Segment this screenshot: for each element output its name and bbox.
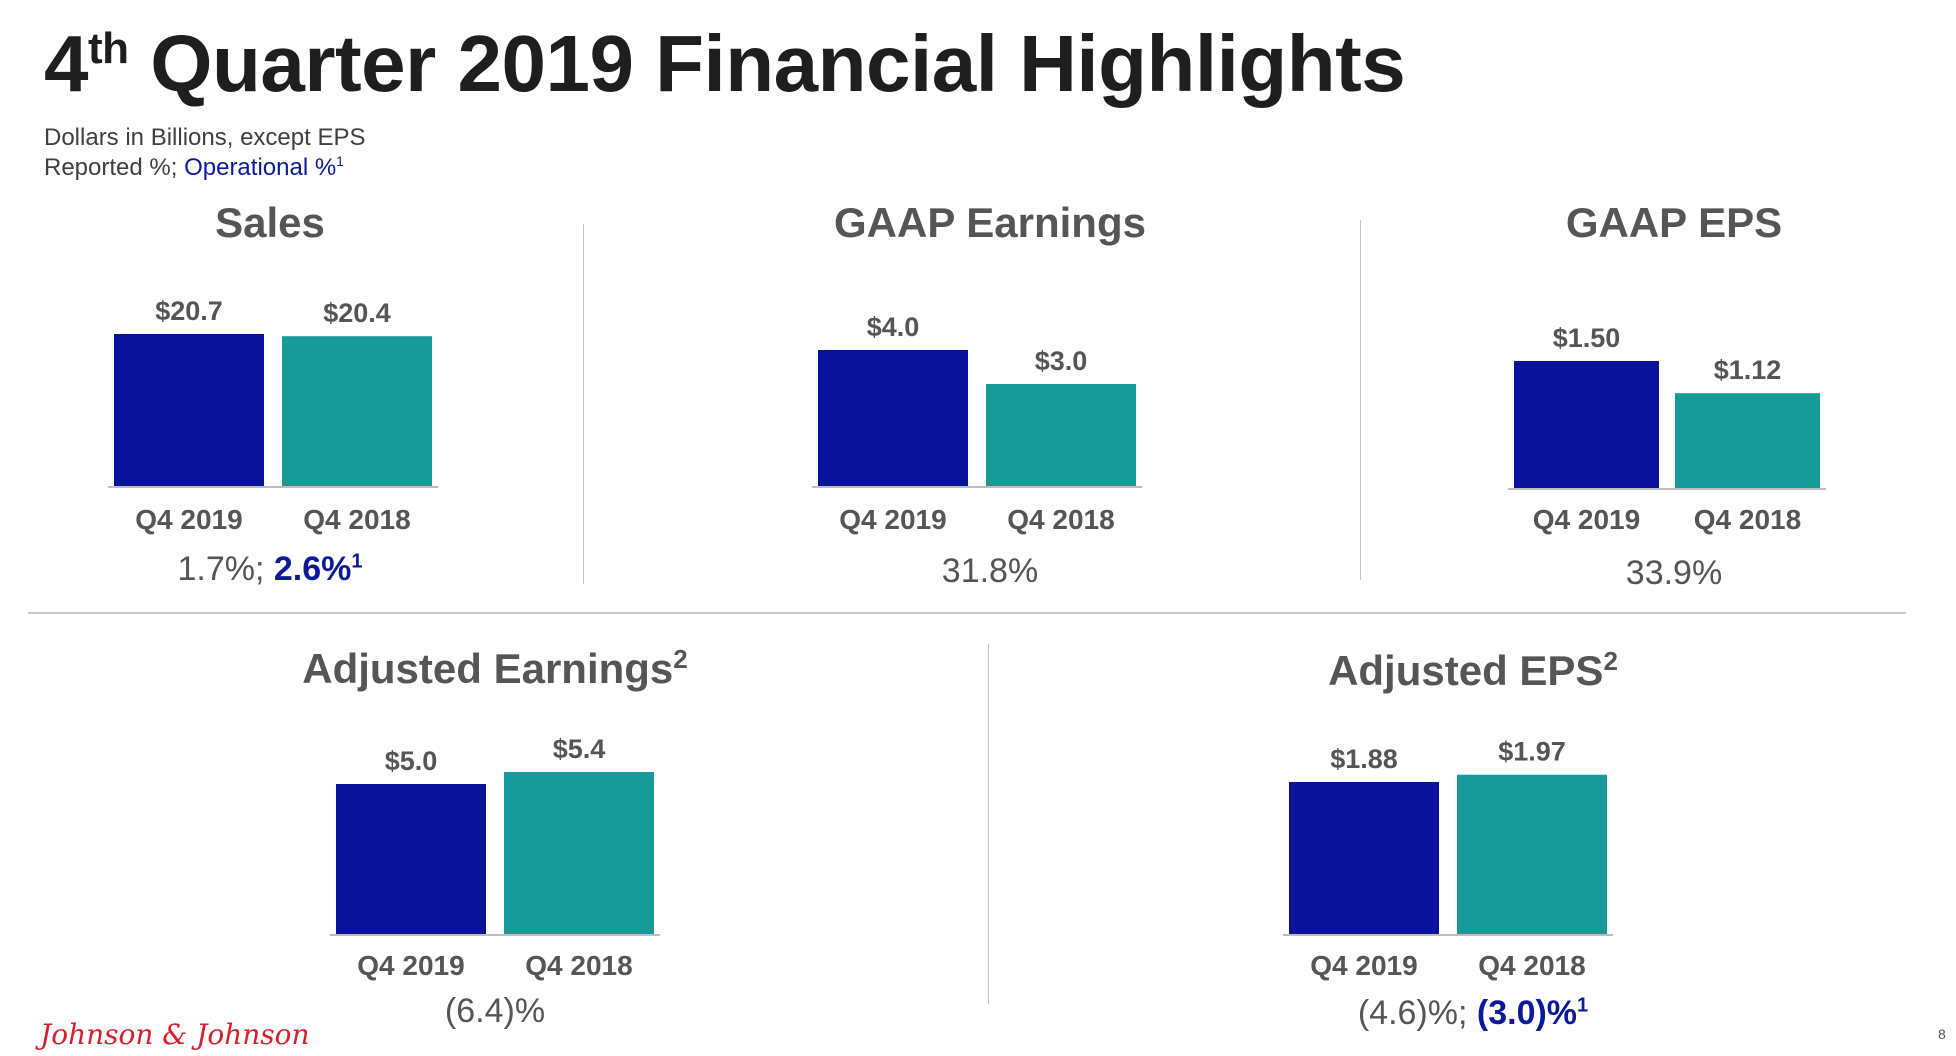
category-label: Q4 2019 xyxy=(357,950,465,981)
company-logo: Johnson & Johnson xyxy=(40,1018,310,1051)
gaap-eps-panel: GAAP EPS $1.50 $1.12 33.9% Q4 2019 Q4 2018 xyxy=(1494,190,1854,600)
growth-rate: 31.8% xyxy=(941,552,1039,590)
category-label: Q4 2019 xyxy=(1532,504,1641,535)
data-label: $5.4 xyxy=(553,734,606,764)
category-label: Q4 2018 xyxy=(525,950,633,981)
bar-q4-2018 xyxy=(1675,393,1820,488)
panel-title: GAAP Earnings xyxy=(834,199,1146,246)
category-label: Q4 2018 xyxy=(1007,504,1115,535)
bar-q4-2019 xyxy=(818,350,968,486)
bar-q4-2019 xyxy=(114,334,264,486)
title-superscript: th xyxy=(88,24,129,73)
page-title: 4th Quarter 2019 Financial Highlights xyxy=(44,19,1406,108)
data-label: $20.7 xyxy=(155,296,223,326)
data-label: $3.0 xyxy=(1035,346,1088,376)
category-label: Q4 2019 xyxy=(135,504,243,535)
divider-vertical-3 xyxy=(988,644,989,1004)
gaap-earnings-chart: $4.0 $3.0 xyxy=(812,312,1142,488)
category-label: Q4 2018 xyxy=(1693,504,1802,535)
bar-q4-2018 xyxy=(282,336,432,486)
data-label: $1.12 xyxy=(1714,355,1782,385)
adjusted-earnings-chart: $5.0 $5.4 xyxy=(330,734,660,936)
category-label: Q4 2019 xyxy=(839,504,947,535)
panel-title: Adjusted Earnings2 xyxy=(302,644,688,692)
bar-q4-2018 xyxy=(504,772,654,934)
data-label: $1.97 xyxy=(1498,737,1566,767)
page-number: 8 xyxy=(1938,1026,1946,1042)
divider-vertical-2 xyxy=(1360,220,1361,580)
category-label: Q4 2018 xyxy=(303,504,411,535)
divider-vertical-1 xyxy=(583,224,584,584)
percent-legend: Reported %; Operational %1 xyxy=(44,153,344,181)
data-label: $5.0 xyxy=(385,746,438,776)
data-label: $1.88 xyxy=(1330,744,1398,774)
gaap-earnings-panel: GAAP Earnings $4.0 $3.0 31.8% Q4 2019 Q4 2… xyxy=(800,190,1180,600)
bar-q4-2019 xyxy=(1514,361,1659,488)
units-note: Dollars in Billions, except EPS xyxy=(44,124,366,151)
operational-label: Operational % xyxy=(184,154,337,181)
growth-rate: (4.6)%; (3.0)%1 xyxy=(1357,994,1589,1032)
data-label: $20.4 xyxy=(323,298,391,328)
panel-title: Sales xyxy=(215,199,325,246)
panel-title: Adjusted EPS2 xyxy=(1328,646,1618,694)
bar-q4-2019 xyxy=(336,784,486,934)
gaap-eps-chart: $1.50 $1.12 xyxy=(1508,323,1826,490)
growth-rate: 1.7%; 2.6%1 xyxy=(177,550,363,588)
panel-title: GAAP EPS xyxy=(1565,199,1783,246)
data-label: $4.0 xyxy=(867,312,920,342)
adjusted-eps-chart: $1.88 $1.97 xyxy=(1283,737,1613,936)
adjusted-eps-panel: Adjusted EPS2 $1.88 $1.97 (4.6)%; (3.0)%1… xyxy=(1268,640,1678,1040)
sales-chart: $20.7 $20.4 xyxy=(108,296,438,488)
growth-rate: (6.4)% xyxy=(444,992,546,1030)
bar-q4-2018 xyxy=(986,384,1136,486)
sales-panel: Sales $20.7 $20.4 1.7%; 2.6%1 Q4 2019 Q4 2… xyxy=(90,190,450,600)
bar-q4-2019 xyxy=(1289,782,1439,934)
divider-horizontal xyxy=(28,612,1906,614)
adjusted-earnings-panel: Adjusted Earnings2 $5.0 $5.4 (6.4)% Q4 20… xyxy=(290,640,700,1040)
data-label: $1.50 xyxy=(1553,323,1621,353)
growth-rate: 33.9% xyxy=(1625,554,1723,592)
category-label: Q4 2019 xyxy=(1310,950,1418,981)
bar-q4-2018 xyxy=(1457,774,1607,934)
category-label: Q4 2018 xyxy=(1478,950,1586,981)
